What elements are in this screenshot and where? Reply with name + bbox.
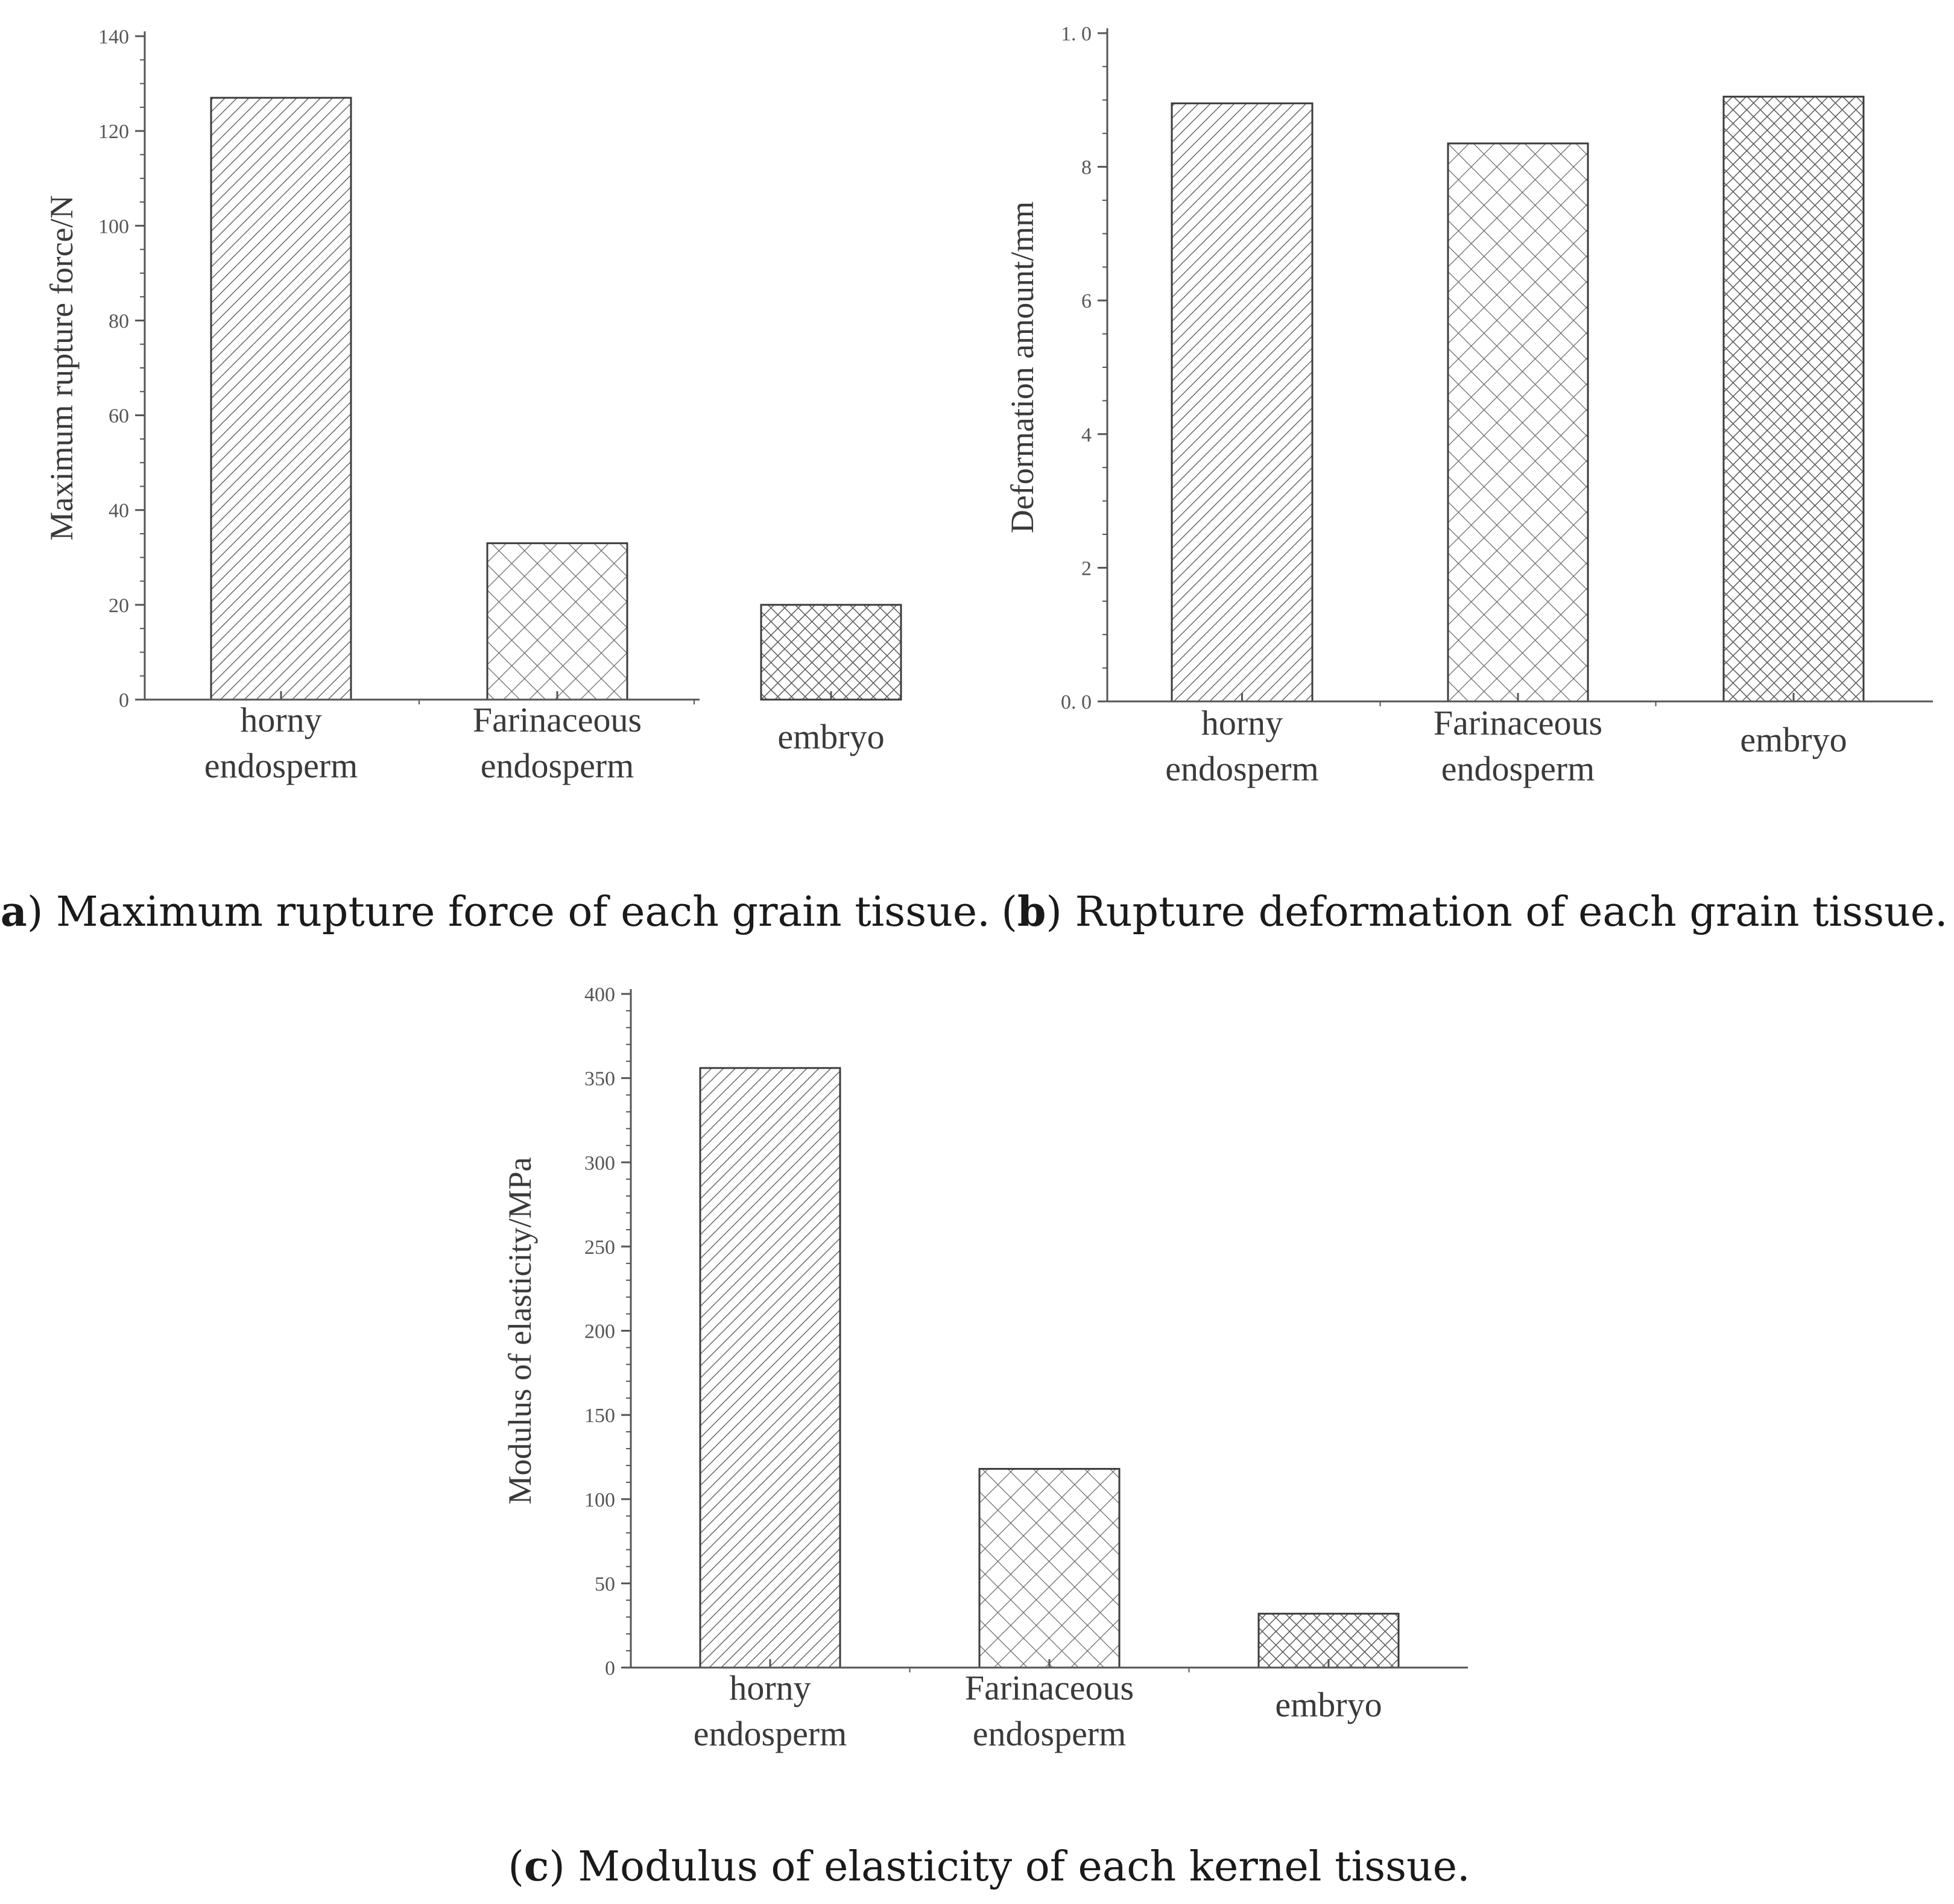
panel-b-bar-3 — [1722, 95, 1865, 703]
panel-b-y-axis-label: Deformation amount/mm — [1004, 201, 1040, 533]
panel-b-y-tick-label: 2 — [1081, 557, 1092, 580]
panel-b-caption-text: Rupture deformation of each grain tissue… — [1075, 888, 1948, 936]
panel-b-caption-letter: b — [1017, 888, 1046, 936]
panel-b-x-tick-label: embryo — [1740, 720, 1847, 759]
panel-a-bar-1 — [210, 96, 352, 701]
panel-b-x-tick-label: horny endosperm — [1165, 703, 1319, 788]
panel-c-x-tick-label: Farinaceous endosperm — [965, 1668, 1134, 1753]
panel-a-y-tick-label: 100 — [98, 215, 129, 238]
panel-c-bar-1 — [699, 1067, 841, 1669]
panel-b-y-tick-label: 4 — [1081, 424, 1092, 446]
panel-b-y-tick-label: 8 — [1081, 157, 1092, 179]
panel-a-x-tick-label: horny endosperm — [204, 700, 358, 785]
panel-c-y-tick-label: 250 — [584, 1236, 615, 1259]
panel-c: (c) Modulus of elasticity of each kernel… — [502, 984, 1470, 1891]
panel-b-bar-1 — [1171, 102, 1314, 703]
panel-b-bar-2 — [1447, 142, 1589, 703]
panel-a-caption-letter: a — [1, 888, 27, 936]
panel-a-bar-3 — [760, 604, 902, 701]
panel-c-y-tick-label: 200 — [584, 1321, 615, 1343]
panel-b-x-tick-label: Farinaceous endosperm — [1434, 703, 1602, 788]
panel-a-y-tick-label: 140 — [98, 26, 129, 48]
panel-a-caption-text: Maximum rupture force of each grain tiss… — [56, 888, 990, 936]
panel-c-bar-3 — [1257, 1613, 1400, 1669]
panel-b: (b) Rupture deformation of each grain ti… — [1001, 23, 1947, 936]
panel-c-caption-text: Modulus of elasticity of each kernel tis… — [578, 1843, 1470, 1891]
panel-a-y-tick-label: 120 — [98, 121, 129, 143]
panel-a-bar-2 — [486, 542, 628, 701]
panel-a-y-tick-label: 80 — [109, 310, 129, 332]
panel-c-x-tick-label: horny endosperm — [694, 1668, 847, 1753]
panel-c-y-tick-label: 350 — [584, 1068, 615, 1090]
panel-c-y-axis-label: Modulus of elasticity/MPa — [502, 1157, 538, 1504]
panel-a-y-tick-label: 40 — [109, 500, 129, 522]
panel-c-y-tick-label: 0 — [605, 1657, 615, 1680]
panel-c-caption-letter: c — [524, 1842, 549, 1891]
panel-a-y-tick-label: 0 — [119, 689, 129, 712]
panel-a-y-axis-label: Maximum rupture force/N — [43, 195, 80, 541]
panel-c-y-tick-label: 50 — [595, 1573, 615, 1595]
panel-b-y-tick-label: 1. 0 — [1061, 23, 1092, 45]
panel-b-y-tick-label: 0. 0 — [1061, 691, 1092, 713]
panel-a-y-tick-label: 60 — [109, 405, 129, 428]
panel-a-y-tick-label: 20 — [109, 595, 129, 617]
panel-c-caption: (c) Modulus of elasticity of each kernel… — [508, 1842, 1470, 1891]
panel-b-caption: (b) Rupture deformation of each grain ti… — [1001, 888, 1947, 936]
panel-c-bar-2 — [978, 1467, 1121, 1669]
panel-c-y-tick-label: 300 — [584, 1152, 615, 1174]
panel-a-caption: (a) Maximum rupture force of each grain … — [0, 888, 990, 936]
panel-c-x-tick-label: embryo — [1275, 1685, 1382, 1724]
panel-a: (a) Maximum rupture force of each grain … — [0, 26, 990, 936]
panel-c-y-tick-label: 150 — [584, 1405, 615, 1427]
panel-b-y-tick-label: 6 — [1081, 290, 1092, 312]
panel-c-y-tick-label: 100 — [584, 1489, 615, 1511]
panel-c-y-tick-label: 400 — [584, 984, 615, 1006]
panel-a-x-tick-label: embryo — [777, 717, 884, 756]
panel-a-x-tick-label: Farinaceous endosperm — [473, 700, 642, 785]
